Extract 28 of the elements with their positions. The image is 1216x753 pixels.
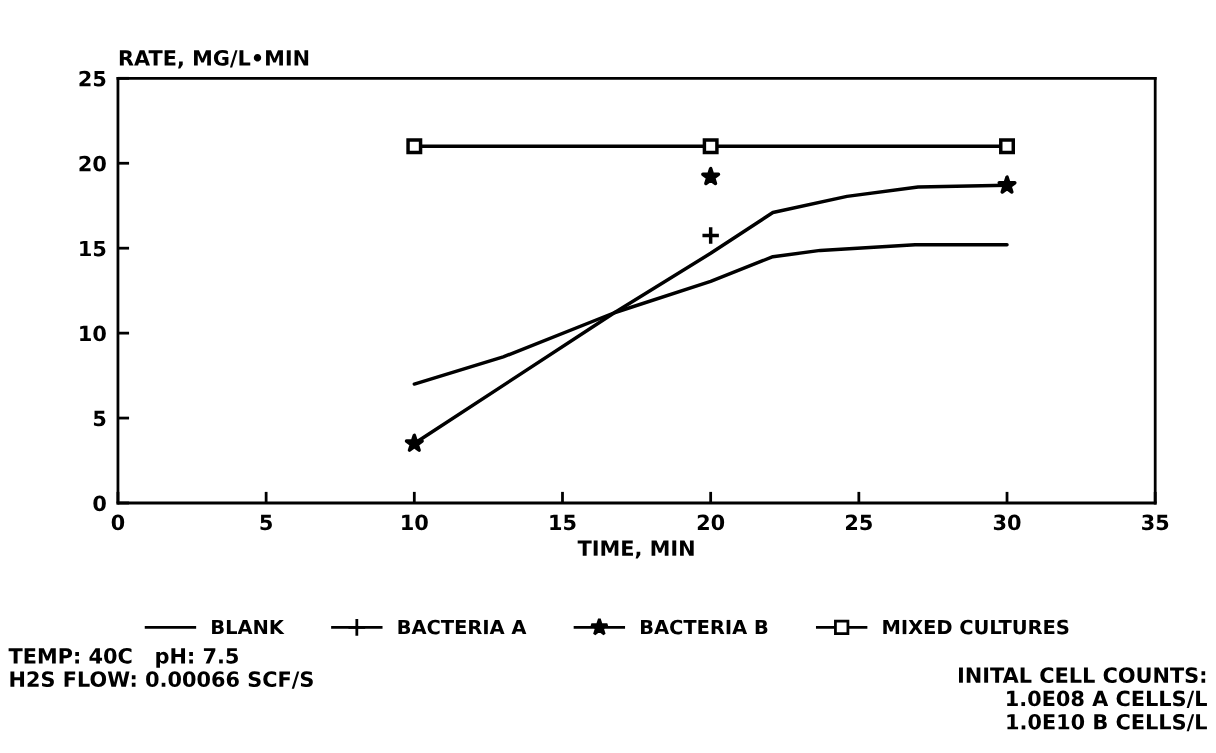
y-tick-label: 15 [80, 240, 106, 257]
x-tick-label: 0 [111, 514, 125, 531]
x-tick-label: 25 [846, 514, 872, 531]
y-tick-label: 20 [79, 155, 106, 172]
y-tick-label: 5 [93, 410, 106, 427]
point [702, 138, 719, 155]
point [997, 175, 1017, 194]
legend-label: MIXED CULTURES [883, 619, 1069, 635]
legend-label: BACTERIA A [398, 619, 527, 635]
point [701, 166, 721, 186]
x-tick-label: 10 [402, 514, 428, 531]
point [406, 138, 423, 155]
point [999, 138, 1016, 155]
x-tick-label: 20 [697, 514, 725, 531]
x-tick-label: 35 [1142, 514, 1169, 531]
text: TEMP: 40C pH: 7.5 H2S FLOW: 0.00066 SCF/S [8, 647, 313, 689]
x-tick-label: 15 [550, 514, 576, 531]
text: INITAL CELL COUNTS: 1.0E08 A CELLS/L 1.0E10 B CELLS/L [959, 667, 1207, 732]
y-tick-label: 25 [79, 70, 106, 87]
y-tick-label: 0 [93, 495, 106, 512]
point [700, 225, 721, 246]
legend-label: BACTERIA B [641, 619, 768, 635]
x-axis-title: TIME, MIN [577, 540, 694, 559]
legend-label: BLANK [212, 619, 285, 635]
x-tick-label: 5 [260, 514, 272, 531]
y-axis-title: RATE, MG/L•MIN [119, 50, 309, 69]
x-tick-label: 30 [993, 514, 1021, 531]
y-tick-label: 10 [80, 325, 106, 342]
